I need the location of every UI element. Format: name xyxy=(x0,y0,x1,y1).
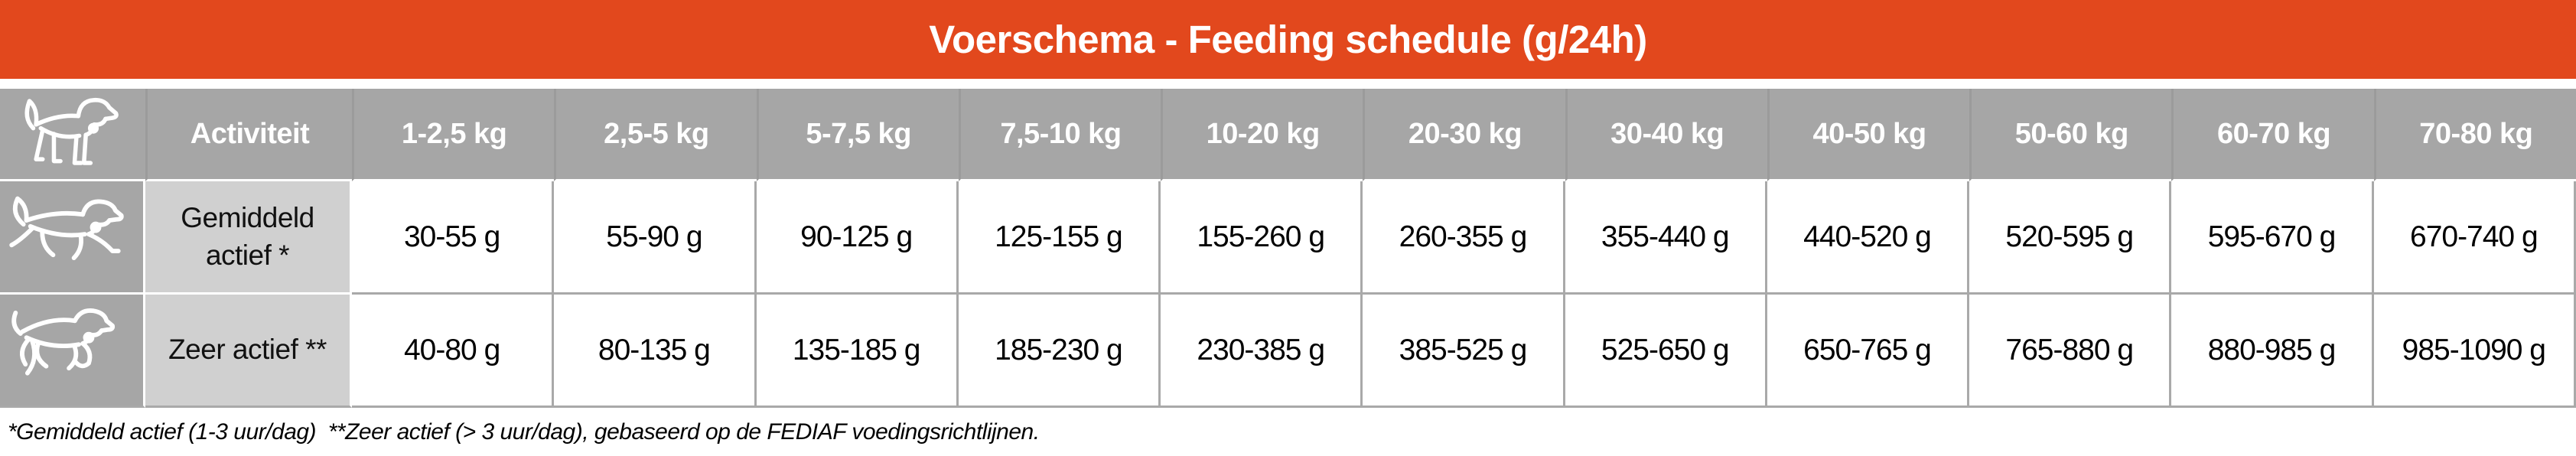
feed-amount: 985-1090 g xyxy=(2373,295,2576,408)
feed-amount: 80-135 g xyxy=(554,295,757,408)
feed-amount: 650-765 g xyxy=(1767,295,1970,408)
feed-amount: 230-385 g xyxy=(1161,295,1363,408)
footnote: *Gemiddeld actief (1-3 uur/dag) **Zeer a… xyxy=(8,419,1040,445)
feed-amount: 155-260 g xyxy=(1161,181,1363,295)
feed-amount: 880-985 g xyxy=(2171,295,2374,408)
column-header-weight-10: 60-70 kg xyxy=(2171,89,2374,181)
column-header-activity: Activiteit xyxy=(145,89,352,181)
feeding-schedule-table: Activiteit 1-2,5 kg 2,5-5 kg 5-7,5 kg 7,… xyxy=(0,89,2576,408)
page-title: Voerschema - Feeding schedule (g/24h) xyxy=(929,18,1647,61)
column-header-weight-11: 70-80 kg xyxy=(2373,89,2576,181)
column-header-weight-1: 1-2,5 kg xyxy=(352,89,555,181)
feed-amount: 355-440 g xyxy=(1565,181,1767,295)
feed-amount: 260-355 g xyxy=(1363,181,1565,295)
feed-amount: 30-55 g xyxy=(352,181,555,295)
table-row-very-active: Zeer actief ** 40-80 g 80-135 g 135-185 … xyxy=(0,295,2576,408)
activity-label: Zeer actief ** xyxy=(145,295,352,408)
galloping-dog-icon xyxy=(11,308,115,376)
column-header-weight-3: 5-7,5 kg xyxy=(756,89,959,181)
column-header-weight-8: 40-50 kg xyxy=(1767,89,1970,181)
feed-amount: 385-525 g xyxy=(1363,295,1565,408)
column-header-weight-2: 2,5-5 kg xyxy=(554,89,757,181)
feed-amount: 135-185 g xyxy=(756,295,959,408)
table-row-average-active: Gemiddeld actief * 30-55 g 55-90 g 90-12… xyxy=(0,181,2576,295)
feed-amount: 525-650 g xyxy=(1565,295,1767,408)
feed-amount: 90-125 g xyxy=(756,181,959,295)
feed-amount: 765-880 g xyxy=(1969,295,2172,408)
column-header-weight-9: 50-60 kg xyxy=(1969,89,2172,181)
row-icon-cell xyxy=(0,181,145,295)
feed-amount: 40-80 g xyxy=(352,295,555,408)
feed-amount: 440-520 g xyxy=(1767,181,1970,295)
title-banner: Voerschema - Feeding schedule (g/24h) xyxy=(0,0,2576,79)
row-icon-cell xyxy=(0,295,145,408)
feed-amount: 520-595 g xyxy=(1969,181,2172,295)
header-icon-cell xyxy=(0,89,145,181)
standing-dog-icon xyxy=(24,97,119,165)
activity-label: Gemiddeld actief * xyxy=(145,181,352,295)
feed-amount: 670-740 g xyxy=(2373,181,2576,295)
column-header-weight-4: 7,5-10 kg xyxy=(958,89,1161,181)
feed-amount: 185-230 g xyxy=(958,295,1161,408)
column-header-weight-7: 30-40 kg xyxy=(1565,89,1767,181)
trotting-dog-icon xyxy=(8,196,124,260)
column-header-weight-6: 20-30 kg xyxy=(1363,89,1565,181)
feed-amount: 595-670 g xyxy=(2171,181,2374,295)
feed-amount: 125-155 g xyxy=(958,181,1161,295)
feed-amount: 55-90 g xyxy=(554,181,757,295)
column-header-weight-5: 10-20 kg xyxy=(1161,89,1363,181)
table-header-row: Activiteit 1-2,5 kg 2,5-5 kg 5-7,5 kg 7,… xyxy=(0,89,2576,181)
